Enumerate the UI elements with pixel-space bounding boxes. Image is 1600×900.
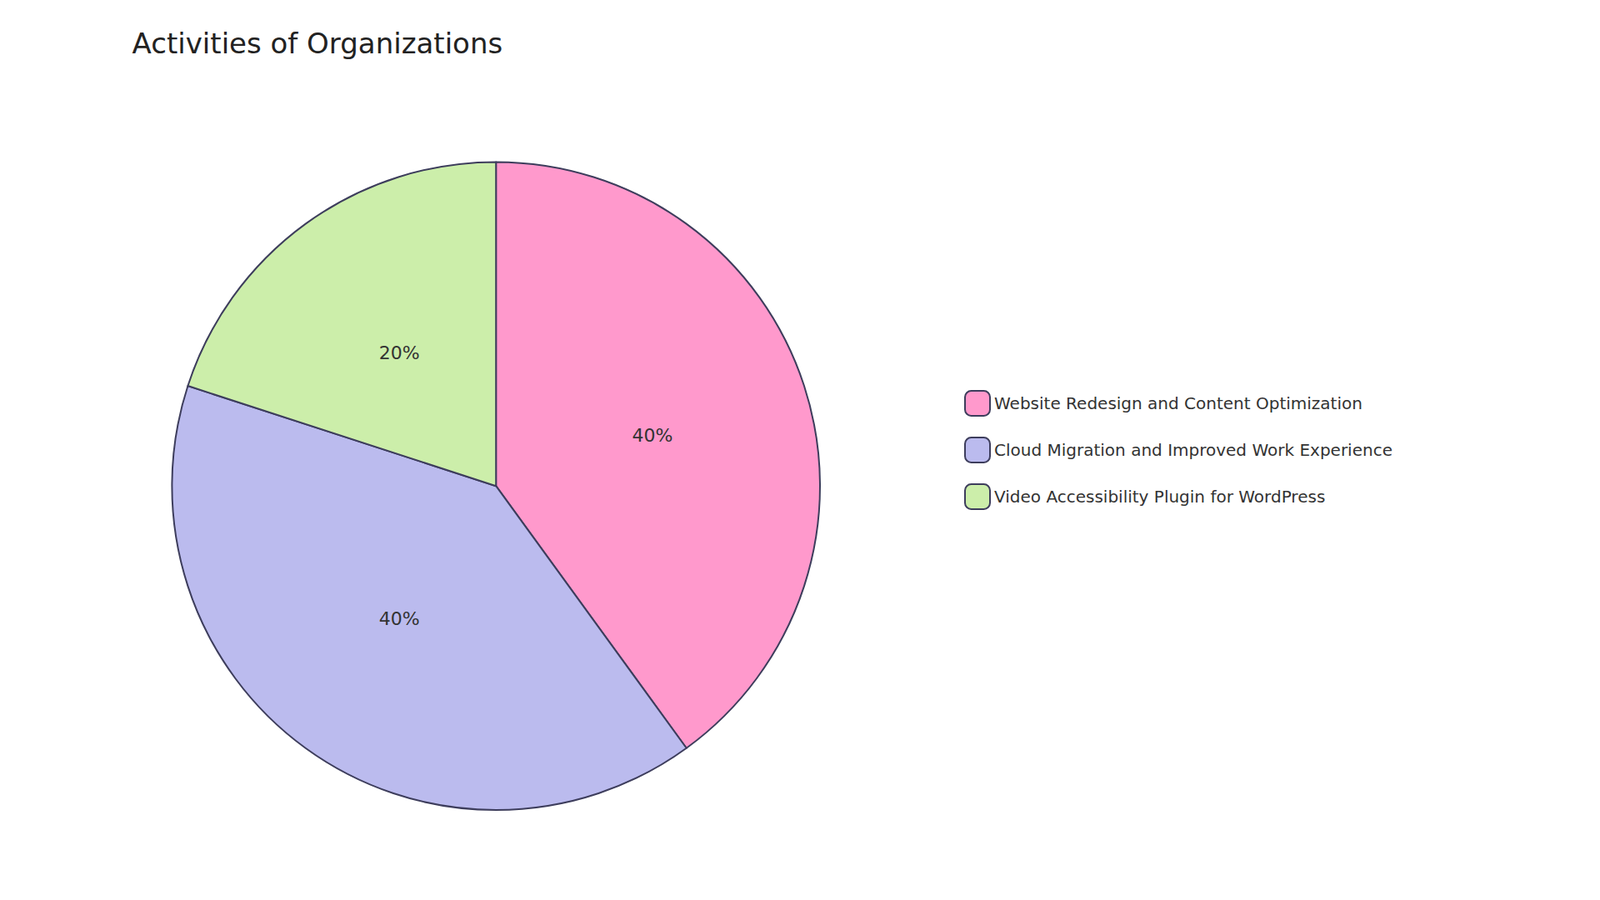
svg-text:Activities of Organizations: Activities of Organizations xyxy=(132,26,504,60)
svg-text:Cloud Migration and Improved W: Cloud Migration and Improved Work Experi… xyxy=(994,440,1393,460)
svg-text:40%: 40% xyxy=(379,608,420,630)
svg-text:20%: 20% xyxy=(379,342,420,364)
svg-text:Video Accessibility Plugin for: Video Accessibility Plugin for WordPress xyxy=(994,486,1325,507)
svg-text:Website Redesign and Content O: Website Redesign and Content Optimizatio… xyxy=(994,393,1363,414)
svg-text:40%: 40% xyxy=(631,425,673,446)
